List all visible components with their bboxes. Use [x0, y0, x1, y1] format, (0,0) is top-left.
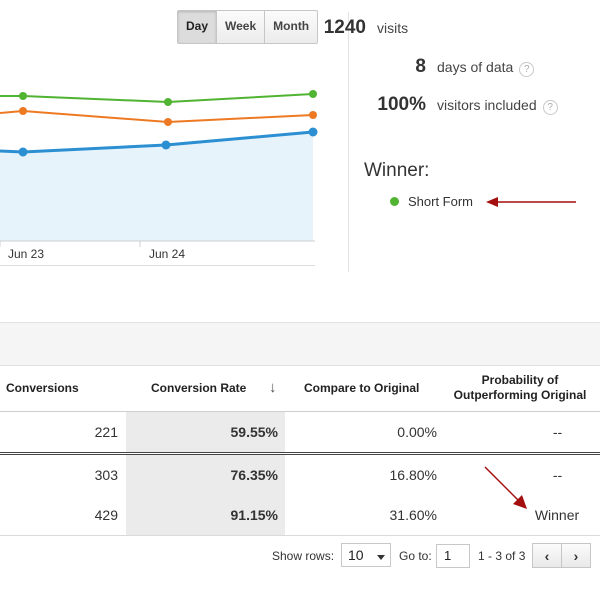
stat-label: visits: [377, 20, 409, 36]
arrow-icon: [484, 466, 527, 509]
chart-divider: [0, 265, 315, 266]
cell-probability: Winner: [534, 507, 580, 523]
sort-arrow-icon[interactable]: ↓: [269, 379, 277, 396]
orange-series-line: [0, 109, 314, 124]
stat-value: 100%: [377, 94, 426, 115]
help-icon[interactable]: ?: [542, 100, 558, 115]
stat-visits: 1240 visits: [270, 17, 408, 39]
vertical-divider: [348, 12, 349, 272]
cell-compare: 0.00%: [397, 424, 437, 440]
rows-per-page-select[interactable]: 10: [341, 543, 391, 567]
stat-visitors-included: 100% visitors included ?: [330, 94, 558, 116]
month-button[interactable]: Month: [264, 11, 318, 43]
week-button[interactable]: Week: [216, 11, 265, 43]
table-row[interactable]: 221 59.55% 0.00% --: [0, 412, 600, 455]
green-series-line: [0, 93, 314, 104]
page-range: 1 - 3 of 3: [478, 549, 526, 563]
help-icon[interactable]: ?: [519, 62, 535, 77]
cell-conversions: 429: [94, 507, 118, 523]
blue-series-area: [0, 132, 313, 241]
x-tick-label: Jun 24: [149, 247, 185, 261]
cell-probability: --: [552, 467, 563, 483]
blue-series-line: [0, 130, 314, 154]
rows-per-page-value: 10: [348, 547, 364, 563]
blue-point[interactable]: [18, 147, 28, 157]
winner-entry: Short Form: [390, 194, 473, 209]
cell-probability: --: [552, 424, 563, 440]
stat-days: 8 days of data ?: [330, 56, 535, 78]
cell-conversions: 221: [94, 424, 118, 440]
stat-label: days of data: [437, 59, 514, 75]
cell-conversion-rate: 76.35%: [126, 455, 285, 495]
col-conversion-rate[interactable]: Conversion Rate: [151, 380, 247, 395]
orange-point[interactable]: [309, 111, 317, 119]
winner-name: Short Form: [408, 194, 474, 209]
green-point[interactable]: [164, 98, 172, 106]
stat-label: visitors included: [437, 97, 537, 113]
dropdown-arrow-icon: [377, 555, 385, 560]
arrow-icon: [486, 197, 576, 207]
cell-conversion-rate: 91.15%: [126, 495, 285, 535]
col-probability-line2: Outperforming Original: [453, 387, 587, 402]
next-page-button[interactable]: ›: [561, 543, 591, 568]
col-compare-to-original[interactable]: Compare to Original: [304, 380, 420, 395]
stat-value: 8: [415, 56, 426, 77]
goto-label: Go to:: [399, 549, 432, 563]
winner-title: Winner:: [364, 160, 430, 181]
prev-page-button[interactable]: ‹: [532, 543, 562, 568]
show-rows-label: Show rows:: [272, 549, 335, 563]
blue-point[interactable]: [161, 140, 171, 150]
cell-compare: 31.60%: [389, 507, 437, 523]
cell-conversion-rate: 59.55%: [126, 412, 285, 452]
cell-compare: 16.80%: [389, 467, 437, 483]
green-point[interactable]: [309, 90, 317, 98]
line-chart: Jun 23 Jun 24: [0, 90, 318, 261]
table-toolbar: [0, 322, 600, 366]
orange-point[interactable]: [164, 118, 172, 126]
chevron-right-icon: ›: [573, 547, 579, 564]
col-probability[interactable]: Probability of Outperforming Original: [450, 364, 590, 411]
x-tick-label: Jun 23: [8, 247, 44, 261]
page-input[interactable]: 1: [436, 544, 470, 568]
cell-conversions: 303: [94, 467, 118, 483]
table-row[interactable]: 429 91.15% 31.60% Winner: [0, 495, 600, 536]
col-conversions[interactable]: Conversions: [6, 380, 79, 395]
stat-value: 1240: [323, 17, 366, 38]
col-probability-line1: Probability of: [481, 372, 559, 387]
orange-point[interactable]: [19, 107, 27, 115]
green-dot-icon: [390, 197, 399, 206]
day-button[interactable]: Day: [178, 11, 217, 43]
table-header: Conversions Conversion Rate ↓ Compare to…: [0, 364, 600, 412]
blue-point[interactable]: [308, 127, 318, 137]
chevron-left-icon: ‹: [544, 547, 550, 564]
green-point[interactable]: [19, 92, 27, 100]
period-toggle: Day Week Month: [177, 10, 319, 44]
